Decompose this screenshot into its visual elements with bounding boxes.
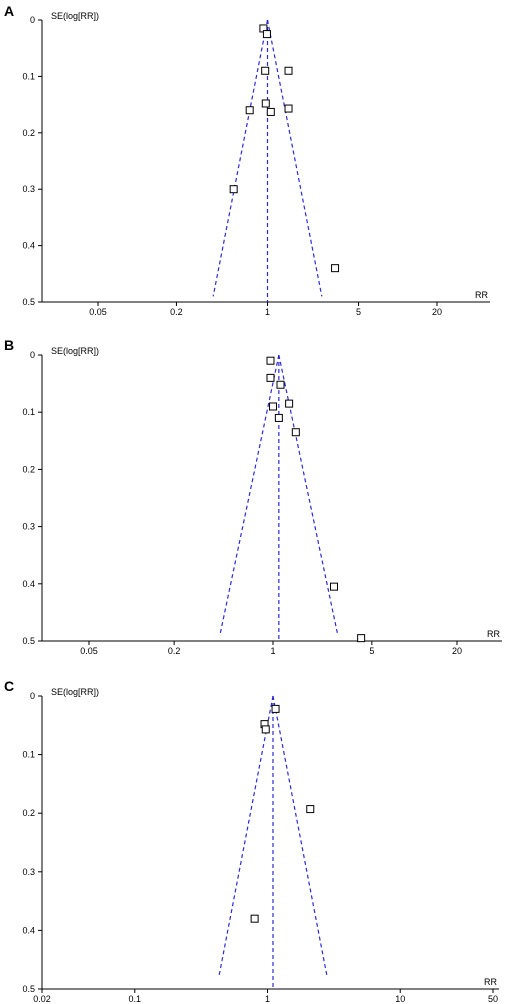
funnel-left-limit <box>212 19 269 297</box>
y-tick-label: 0.3 <box>22 867 35 877</box>
y-tick-label: 0.1 <box>22 407 35 417</box>
x-tick-label: 0.05 <box>89 307 107 317</box>
x-axis-title: RR <box>475 290 488 300</box>
funnel-left-limit <box>219 354 280 636</box>
study-point <box>266 373 275 382</box>
x-axis-title: RR <box>484 977 497 987</box>
x-tick-label: 0.1 <box>129 994 142 1004</box>
x-tick-label: 20 <box>452 646 462 656</box>
y-tick-label: 0.3 <box>22 184 35 194</box>
x-tick-label: 10 <box>395 994 405 1004</box>
panel-b: B 0 0.1 0.2 0.3 0.4 0.5 0.05 0.2 1 5 20 SE(log[RR]) R… <box>4 337 502 656</box>
y-tick-label: 0 <box>30 15 35 25</box>
study-point <box>276 380 285 389</box>
x-tick-label: 0.2 <box>170 307 183 317</box>
y-tick-label: 0.2 <box>22 808 35 818</box>
y-tick-label: 0.3 <box>22 522 35 532</box>
study-point <box>229 185 238 194</box>
study-point <box>261 725 270 734</box>
study-point <box>284 104 293 113</box>
panel-a: A 0 0.1 0.2 0.3 0.4 0.5 0.05 0.2 1 5 20 SE(log[RR]) R… <box>4 3 490 317</box>
y-tick-label: 0.1 <box>22 750 35 760</box>
panel-c: C 0 0.1 0.2 0.3 0.4 0.50.02 0.1 1 10 50 SE(log[RR])… <box>4 678 499 1004</box>
y-tick-label: 0.4 <box>22 925 35 935</box>
y-tick-label: 0.5 <box>22 984 35 994</box>
study-point <box>331 264 340 273</box>
study-point <box>269 402 277 411</box>
funnel-left-limit <box>218 695 274 978</box>
study-point <box>274 413 283 422</box>
y-tick-label: 0 <box>30 691 35 701</box>
panel-letter: B <box>4 337 14 353</box>
panel-letter: C <box>4 678 14 694</box>
study-point <box>357 634 366 643</box>
y-axis-title: SE(log[RR]) <box>51 687 99 697</box>
study-point <box>250 914 259 923</box>
study-point <box>245 106 254 115</box>
x-tick-label: 1 <box>265 994 270 1004</box>
y-axis-title: SE(log[RR]) <box>51 346 99 356</box>
study-point <box>266 356 275 365</box>
x-tick-label: 0.02 <box>33 994 51 1004</box>
study-point <box>330 582 339 591</box>
funnel-right-limit <box>266 19 323 297</box>
study-point <box>306 805 315 814</box>
y-tick-label: 0.4 <box>22 241 35 251</box>
x-tick-label: 5 <box>356 307 361 317</box>
y-tick-label: 0 <box>30 350 35 360</box>
y-tick-label: 0.5 <box>22 636 35 646</box>
y-tick-label: 0.1 <box>22 71 35 81</box>
study-point <box>284 66 293 75</box>
y-axis-title: SE(log[RR]) <box>51 11 99 21</box>
x-tick-label: 5 <box>369 646 374 656</box>
x-tick-label: 0.05 <box>80 646 98 656</box>
y-tick-label: 0.5 <box>22 297 35 307</box>
x-tick-label: 0.2 <box>168 646 181 656</box>
study-point <box>262 30 271 39</box>
x-tick-label: 50 <box>488 994 498 1004</box>
y-tick-label: 0.2 <box>22 128 35 138</box>
x-tick-label: 1 <box>270 646 275 656</box>
panel-letter: A <box>4 3 14 19</box>
study-point <box>266 107 275 116</box>
study-point <box>261 66 270 75</box>
x-axis-title: RR <box>487 629 500 639</box>
study-point <box>261 99 270 108</box>
funnel-right-limit <box>272 695 328 978</box>
x-tick-label: 20 <box>432 307 442 317</box>
study-point <box>291 428 300 437</box>
x-tick-label: 1 <box>265 307 270 317</box>
y-tick-label: 0.2 <box>22 464 35 474</box>
y-tick-label: 0.4 <box>22 579 35 589</box>
study-point <box>271 704 280 713</box>
study-point <box>285 399 294 408</box>
funnel-right-limit <box>278 354 339 636</box>
